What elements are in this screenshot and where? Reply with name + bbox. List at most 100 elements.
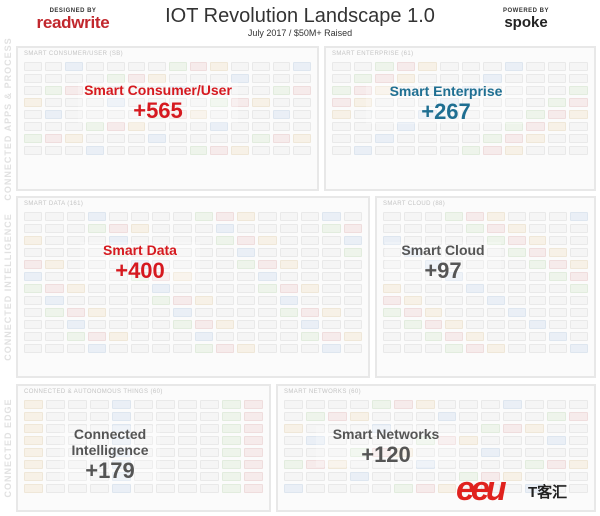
company-logo-tile: [68, 436, 87, 445]
company-logo-tile: [549, 296, 568, 305]
company-logo-tile: [504, 62, 524, 71]
company-logo-tile: [343, 236, 362, 245]
company-logo-tile: [549, 260, 568, 269]
company-logo-tile: [194, 332, 213, 341]
company-logo-tile: [415, 436, 435, 445]
logo-grid: [332, 62, 588, 183]
company-logo-tile: [284, 424, 303, 433]
company-logo-tile: [46, 460, 65, 469]
company-logo-tile: [466, 236, 484, 245]
company-logo-tile: [327, 460, 347, 469]
company-logo-tile: [106, 110, 125, 119]
company-logo-tile: [215, 248, 235, 257]
company-logo-tile: [445, 248, 464, 257]
company-logo-tile: [483, 134, 502, 143]
company-logo-tile: [569, 424, 588, 433]
company-logo-tile: [189, 98, 208, 107]
company-logo-tile: [327, 436, 347, 445]
company-logo-tile: [130, 344, 149, 353]
company-logo-tile: [383, 272, 401, 281]
company-logo-tile: [418, 62, 437, 71]
category-smart-networks: Smart Networks +120: [316, 426, 456, 468]
company-logo-tile: [237, 260, 256, 269]
company-logo-tile: [90, 400, 109, 409]
company-logo-tile: [258, 344, 277, 353]
company-logo-tile: [424, 272, 443, 281]
company-logo-tile: [284, 460, 303, 469]
company-logo-tile: [466, 212, 484, 221]
company-logo-tile: [279, 236, 299, 245]
company-logo-tile: [109, 296, 128, 305]
company-logo-tile: [383, 344, 401, 353]
company-logo-tile: [65, 62, 84, 71]
company-logo-tile: [570, 332, 588, 341]
company-logo-tile: [68, 460, 87, 469]
company-logo-tile: [231, 134, 249, 143]
company-logo-tile: [173, 260, 192, 269]
panel-label: SMART NETWORKS (60): [284, 389, 362, 395]
company-logo-tile: [237, 332, 256, 341]
company-logo-tile: [569, 146, 588, 155]
company-logo-tile: [65, 86, 84, 95]
company-logo-tile: [569, 122, 588, 131]
company-logo-tile: [349, 400, 369, 409]
company-logo-tile: [68, 484, 87, 493]
company-logo-tile: [134, 448, 153, 457]
company-logo-tile: [251, 86, 270, 95]
company-logo-tile: [251, 62, 270, 71]
company-logo-tile: [525, 412, 545, 421]
company-logo-tile: [569, 472, 588, 481]
panel-label: CONNECTED & AUTONOMOUS THINGS (60): [24, 389, 163, 395]
company-logo-tile: [200, 448, 219, 457]
company-logo-tile: [393, 460, 413, 469]
company-logo-tile: [237, 248, 256, 257]
company-logo-tile: [396, 146, 416, 155]
page-subtitle: July 2017 / $50M+ Raised: [247, 28, 353, 38]
company-logo-tile: [415, 472, 435, 481]
company-logo-tile: [87, 284, 107, 293]
company-logo-tile: [332, 62, 351, 71]
company-logo-tile: [528, 272, 547, 281]
company-logo-tile: [353, 122, 373, 131]
company-logo-tile: [507, 344, 526, 353]
company-logo-tile: [178, 448, 197, 457]
company-logo-tile: [24, 98, 42, 107]
company-logo-tile: [570, 212, 588, 221]
company-logo-tile: [284, 400, 303, 409]
company-logo-tile: [86, 62, 104, 71]
company-logo-tile: [486, 260, 505, 269]
company-logo-tile: [86, 86, 104, 95]
company-logo-tile: [439, 98, 459, 107]
company-logo-tile: [272, 74, 291, 83]
company-logo-tile: [459, 484, 479, 493]
company-logo-tile: [231, 98, 249, 107]
company-logo-tile: [156, 400, 175, 409]
company-logo-tile: [156, 436, 175, 445]
company-logo-tile: [272, 98, 291, 107]
category-smart-cloud: Smart Cloud +97: [385, 242, 501, 284]
company-logo-tile: [503, 412, 523, 421]
company-logo-tile: [301, 308, 320, 317]
company-logo-tile: [439, 74, 459, 83]
company-logo-tile: [90, 472, 109, 481]
company-logo-tile: [481, 484, 501, 493]
company-logo-tile: [445, 272, 464, 281]
company-logo-tile: [222, 448, 241, 457]
company-logo-tile: [525, 448, 545, 457]
company-logo-tile: [418, 74, 437, 83]
company-logo-tile: [503, 448, 523, 457]
company-logo-tile: [353, 98, 373, 107]
company-logo-tile: [44, 74, 63, 83]
company-logo-tile: [127, 122, 146, 131]
company-logo-tile: [109, 248, 128, 257]
company-logo-tile: [44, 98, 63, 107]
company-logo-tile: [210, 134, 229, 143]
company-logo-tile: [483, 146, 502, 155]
company-logo-tile: [371, 472, 391, 481]
company-logo-tile: [130, 260, 149, 269]
category-count: +400: [115, 258, 165, 284]
company-logo-tile: [45, 332, 64, 341]
company-logo-tile: [301, 284, 320, 293]
company-logo-tile: [322, 260, 341, 269]
company-logo-tile: [168, 134, 187, 143]
